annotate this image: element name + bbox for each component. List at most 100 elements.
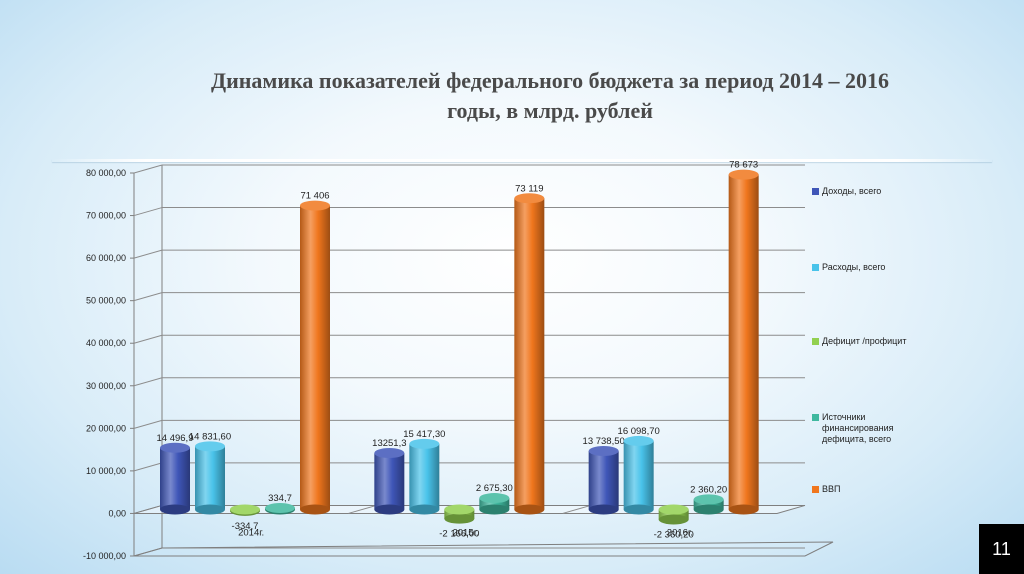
bottom-floor	[133, 541, 834, 557]
bar-cap	[195, 441, 225, 452]
y-tick-label: 50 000,00	[86, 296, 126, 306]
bar-body	[300, 205, 330, 510]
bar-cap	[693, 494, 724, 505]
data-label: 13251,3	[372, 438, 406, 449]
bar-base	[479, 504, 510, 515]
bar-cap	[374, 448, 405, 459]
legend-label: Источники финансирования дефицита, всего	[822, 412, 894, 444]
grid-side	[133, 377, 163, 387]
bar-cap	[160, 442, 190, 453]
legend-item: ВВП	[812, 484, 932, 495]
y-tick-label: 0,00	[108, 508, 126, 518]
grid-side	[133, 419, 163, 429]
data-label: -2 360,20	[654, 529, 694, 540]
bar-cap	[230, 504, 260, 515]
bar-body	[479, 498, 510, 510]
bar-base	[514, 504, 545, 515]
y-tick-label: 30 000,00	[86, 381, 126, 391]
bar-body	[409, 443, 440, 510]
bar-body	[693, 499, 724, 510]
bar-base	[658, 514, 689, 525]
category-label: 2016г.	[667, 527, 693, 538]
legend-label: Доходы, всего	[822, 186, 882, 196]
y-tick-label: 70 000,00	[86, 211, 126, 221]
grid-side	[133, 292, 163, 302]
grid-side	[133, 207, 163, 217]
bar-base	[588, 504, 619, 515]
data-label: 334,7	[268, 493, 292, 504]
grid-side	[133, 334, 163, 344]
bar-base	[160, 504, 190, 515]
bar-cap	[658, 504, 689, 515]
legend-swatch	[812, 188, 819, 195]
data-label: 71 406	[300, 191, 329, 202]
grid-side	[133, 164, 163, 174]
data-label: -2 166,00	[439, 529, 479, 540]
legend-swatch	[812, 414, 819, 421]
title-divider	[52, 159, 992, 162]
bar-base	[444, 513, 475, 524]
bar-cap	[265, 503, 295, 514]
data-label: 2 360,20	[690, 484, 727, 495]
bar-body	[160, 447, 190, 510]
bar-base	[728, 504, 759, 515]
legend-item: Расходы, всего	[812, 262, 932, 273]
data-label: 15 417,30	[403, 429, 445, 440]
bar-base	[300, 504, 330, 515]
bar-cap	[514, 193, 545, 204]
bar-body	[514, 198, 545, 510]
data-label: 14 831,60	[189, 431, 231, 442]
bar-cap	[728, 169, 759, 180]
bar-body	[658, 509, 689, 520]
y-tick-label: 40 000,00	[86, 338, 126, 348]
legend-item: Доходы, всего	[812, 186, 932, 197]
bar-body	[728, 174, 759, 510]
legend-label: ВВП	[822, 484, 841, 494]
slide-title: Динамика показателей федерального бюджет…	[140, 66, 960, 126]
y-tick-label: 10 000,00	[86, 466, 126, 476]
bar-cap	[300, 200, 330, 211]
bar-cap	[588, 445, 619, 456]
category-divider	[348, 504, 377, 514]
data-label: 73 119	[515, 183, 543, 194]
legend-swatch	[812, 264, 819, 271]
category-label: 2015г.	[452, 527, 478, 538]
category-divider	[562, 504, 591, 514]
bar-base	[693, 504, 724, 515]
data-label: 13 738,50	[583, 436, 625, 447]
title-line-1: Динамика показателей федерального бюджет…	[210, 68, 890, 93]
legend-item: Дефицит /профицит	[812, 336, 932, 347]
page-number: 11	[979, 524, 1024, 574]
data-label: 2 675,30	[476, 483, 513, 494]
title-line-2: годы, в млрд. рублей	[447, 98, 653, 123]
bar-body	[374, 453, 405, 510]
y-tick-label: 20 000,00	[86, 423, 126, 433]
data-label: 16 098,70	[618, 426, 660, 437]
bar-cap	[409, 438, 440, 449]
data-label: -334,7	[232, 521, 259, 532]
legend-label: Дефицит /профицит	[822, 336, 907, 346]
legend-swatch	[812, 338, 819, 345]
legend-label: Расходы, всего	[822, 262, 886, 272]
bar-cap	[479, 493, 510, 504]
bar-body	[623, 440, 654, 510]
y-tick-label: 60 000,00	[86, 253, 126, 263]
grid-side	[133, 462, 163, 472]
bar-base	[374, 504, 405, 515]
category-label: 2014г.	[238, 527, 264, 538]
grid-side	[133, 249, 163, 259]
data-label: 78 673	[729, 160, 758, 171]
y-tick-label: -10 000,00	[83, 551, 126, 561]
bar-base	[409, 504, 440, 515]
legend-item: Источники финансирования дефицита, всего	[812, 412, 932, 445]
bar-cap	[623, 435, 654, 446]
legend-swatch	[812, 486, 819, 493]
bar-body	[195, 446, 225, 510]
y-tick-label: 80 000,00	[86, 168, 126, 178]
bar-base	[195, 504, 225, 515]
bar-body	[588, 450, 619, 510]
bar-base	[623, 504, 654, 515]
data-label: 14 496,9	[157, 433, 194, 444]
bar-cap	[444, 504, 475, 515]
